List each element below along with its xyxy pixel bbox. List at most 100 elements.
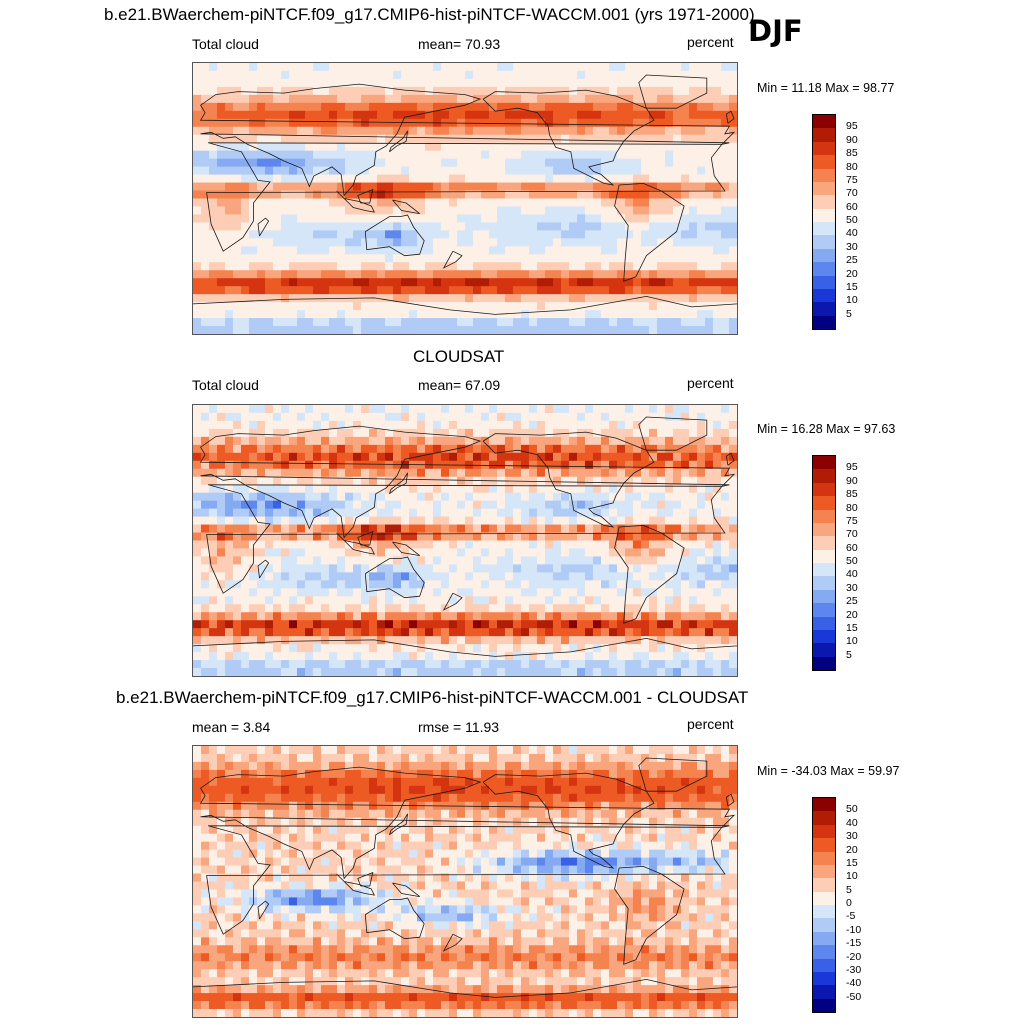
field-cell: [521, 596, 530, 605]
field-cell: [449, 753, 458, 763]
field-cell: [609, 198, 618, 208]
field-cell: [489, 516, 498, 526]
field-cell: [225, 70, 234, 80]
field-cell: [505, 644, 514, 653]
field-cell: [345, 86, 354, 96]
field-cell: [241, 150, 250, 160]
field-cell: [417, 540, 426, 550]
field-cell: [657, 580, 666, 589]
field-cell: [593, 746, 602, 755]
field-cell: [249, 628, 258, 637]
field-cell: [425, 484, 434, 494]
field-cell: [617, 150, 626, 160]
field-cell: [729, 174, 737, 184]
field-cell: [305, 460, 314, 470]
coastline: [364, 556, 425, 599]
field-cell: [297, 484, 306, 494]
field-cell: [337, 110, 346, 120]
field-cell: [569, 70, 578, 80]
field-cell: [569, 668, 578, 676]
field-cell: [353, 158, 362, 168]
field-cell: [513, 102, 522, 112]
field-cell: [217, 270, 226, 279]
field-cell: [633, 660, 642, 669]
panel3-units-label: percent: [687, 716, 734, 732]
field-cell: [713, 246, 722, 255]
field-cell: [321, 612, 330, 621]
field-cell: [273, 636, 282, 645]
field-cell: [385, 63, 394, 72]
field-cell: [241, 753, 250, 763]
field-cell: [689, 126, 698, 136]
field-cell: [553, 564, 562, 573]
field-cell: [713, 428, 722, 438]
field-cell: [681, 166, 690, 176]
field-cell: [417, 110, 426, 120]
field-cell: [633, 761, 642, 771]
field-cell: [689, 540, 698, 550]
field-cell: [425, 620, 434, 629]
field-cell: [249, 86, 258, 96]
field-cell: [353, 492, 362, 502]
field-cell: [209, 428, 218, 438]
field-cell: [401, 660, 410, 669]
field-cell: [537, 94, 546, 104]
field-cell: [321, 222, 330, 231]
field-cell: [609, 262, 618, 271]
field-cell: [609, 405, 618, 414]
field-cell: [697, 636, 706, 645]
field-cell: [721, 484, 730, 494]
field-cell: [209, 564, 218, 573]
field-cell: [345, 476, 354, 486]
field-cell: [321, 644, 330, 653]
field-cell: [561, 126, 570, 136]
field-cell: [537, 174, 546, 184]
field-cell: [585, 246, 594, 255]
field-cell: [481, 508, 490, 518]
field-cell: [521, 198, 530, 208]
field-cell: [193, 134, 202, 144]
field-cell: [433, 612, 442, 621]
field-cell: [505, 540, 514, 550]
field-cell: [649, 278, 658, 287]
field-cell: [633, 134, 642, 144]
field-cell: [529, 63, 538, 72]
field-cell: [337, 452, 346, 462]
field-cell: [193, 746, 202, 755]
field-cell: [529, 540, 538, 550]
field-cell: [313, 150, 322, 160]
field-cell: [537, 564, 546, 573]
field-cell: [569, 318, 578, 327]
field-cell: [505, 310, 514, 319]
field-cell: [233, 444, 242, 454]
field-cell: [441, 302, 450, 311]
field-cell: [433, 564, 442, 573]
field-cell: [433, 556, 442, 566]
field-cell: [241, 620, 250, 629]
field-cell: [225, 428, 234, 438]
field-cell: [377, 596, 386, 605]
field-cell: [345, 753, 354, 763]
field-cell: [545, 246, 554, 255]
field-cell: [713, 294, 722, 303]
field-cell: [609, 134, 618, 144]
field-cell: [361, 318, 370, 327]
field-cell: [217, 190, 226, 200]
field-cell: [289, 318, 298, 327]
field-cell: [241, 428, 250, 438]
field-cell: [225, 270, 234, 279]
field-cell: [345, 596, 354, 605]
field-cell: [513, 238, 522, 247]
field-cell: [585, 294, 594, 303]
field-cell: [249, 302, 258, 311]
field-cell: [625, 310, 634, 319]
field-cell: [537, 310, 546, 319]
coastline: [336, 532, 376, 555]
field-cell: [481, 214, 490, 224]
field-cell: [497, 94, 506, 104]
field-cell: [217, 326, 226, 334]
field-cell: [393, 174, 402, 184]
field-cell: [641, 94, 650, 104]
panel2-variable-label: Total cloud: [192, 377, 259, 393]
field-cell: [545, 564, 554, 573]
